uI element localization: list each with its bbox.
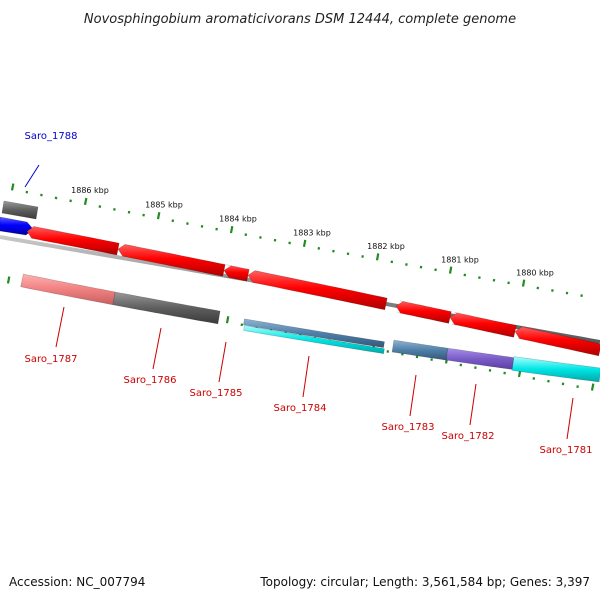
gene-label-saro-1787: Saro_1787 [25, 354, 78, 365]
cds-block-saro-1782 [445, 347, 515, 370]
scale-label: 1882 kbp [367, 242, 405, 251]
major-tick [10, 183, 15, 191]
gene-label-saro-1783: Saro_1783 [382, 422, 435, 433]
scale-label: 1884 kbp [219, 214, 257, 223]
gene-arrow-saro-1783 [395, 300, 452, 324]
cds-block-saro-1784-lower [243, 325, 385, 354]
callout-saro-1781 [566, 397, 574, 440]
cds-block-saro-1781 [511, 356, 600, 383]
gene-label-saro-1786: Saro_1786 [124, 375, 177, 386]
callout-saro-1784 [302, 355, 310, 398]
scale-label: 1880 kbp [516, 269, 554, 278]
callout-saro-1785 [218, 341, 227, 383]
cds-block-saro-1787 [20, 273, 116, 306]
genome-summary: Topology: circular; Length: 3,561,584 bp… [259, 575, 590, 589]
cds-block-saro-1784-upper [243, 318, 385, 348]
callout-saro-1783 [409, 374, 417, 417]
accession-label: Accession: NC_007794 [9, 575, 145, 589]
major-tick [375, 253, 380, 261]
scale-label: 1883 kbp [293, 228, 331, 237]
major-tick [6, 276, 11, 284]
major-tick [83, 197, 88, 206]
scale-label: 1881 kbp [441, 255, 479, 264]
gene-labels: 1886 kbp 1885 kbp 1884 kbp 1883 kbp 1882 kbp… [25, 131, 593, 456]
features [0, 200, 600, 383]
major-tick [302, 239, 307, 248]
scale-label: 1886 kbp [71, 186, 109, 195]
gene-arrow-saro-1781 [514, 326, 600, 357]
gene-arrow-saro-1784 [247, 270, 388, 311]
gene-label-saro-1784: Saro_1784 [274, 403, 327, 414]
major-tick [229, 226, 234, 234]
gene-label-saro-1785: Saro_1785 [190, 388, 243, 399]
gene-label-saro-1782: Saro_1782 [442, 431, 495, 442]
cds-block-saro-1783 [391, 339, 449, 361]
callout-saro-1788 [24, 164, 40, 188]
major-tick [448, 266, 453, 274]
map-title: Novosphingobium aromaticivorans DSM 1244… [84, 12, 516, 27]
major-tick [590, 383, 595, 391]
cds-block-saro-1786 [112, 291, 221, 325]
major-tick [225, 316, 230, 324]
gene-arrow-saro-1785 [223, 264, 250, 282]
gene-label-saro-1781: Saro_1781 [540, 445, 593, 456]
major-tick [156, 212, 161, 220]
gene-label-saro-1788: Saro_1788 [25, 131, 78, 142]
gene-arrow-saro-1782 [449, 312, 517, 338]
callout-saro-1786 [152, 327, 162, 370]
gene-block-saro-1788-gray [1, 200, 39, 220]
callout-saro-1782 [469, 383, 477, 426]
outer-scale-ticks [10, 183, 583, 297]
major-tick [521, 279, 526, 287]
scale-label: 1885 kbp [145, 200, 183, 209]
callout-saro-1787 [55, 306, 65, 348]
